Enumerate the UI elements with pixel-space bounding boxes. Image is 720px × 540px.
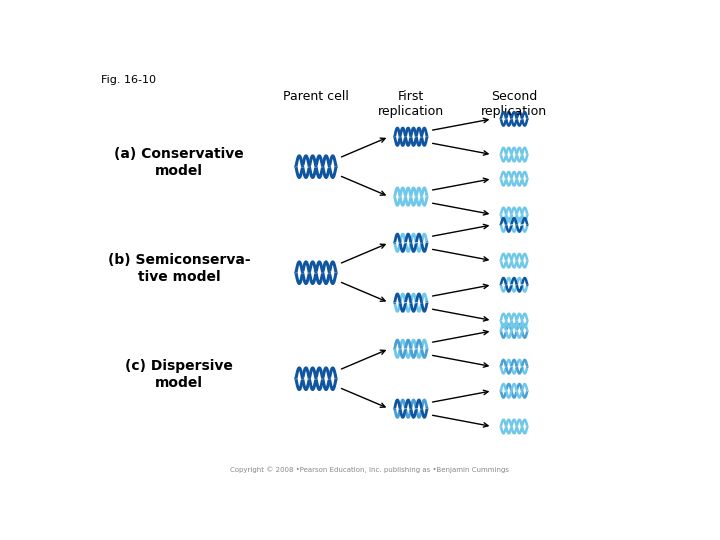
Text: (b) Semiconserva-
tive model: (b) Semiconserva- tive model	[108, 253, 251, 284]
Text: Copyright © 2008 •Pearson Education, Inc. publishing as •Benjamin Cummings: Copyright © 2008 •Pearson Education, Inc…	[230, 467, 508, 473]
Text: (c) Dispersive
model: (c) Dispersive model	[125, 359, 233, 390]
Text: First
replication: First replication	[378, 90, 444, 118]
Text: Second
replication: Second replication	[481, 90, 547, 118]
Text: Parent cell: Parent cell	[283, 90, 349, 103]
Text: (a) Conservative
model: (a) Conservative model	[114, 147, 244, 178]
Text: Fig. 16-10: Fig. 16-10	[101, 75, 156, 85]
